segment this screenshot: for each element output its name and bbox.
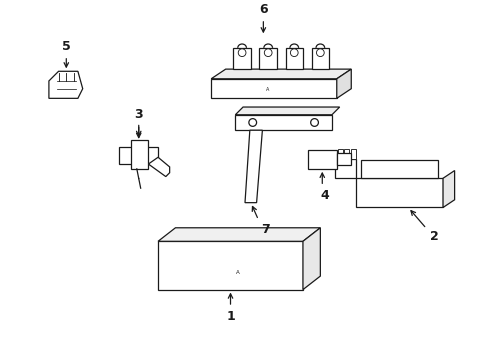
Bar — [120, 147, 158, 164]
Bar — [233, 48, 251, 69]
Bar — [308, 149, 337, 169]
Circle shape — [264, 49, 272, 57]
Polygon shape — [235, 107, 340, 115]
Text: A: A — [266, 87, 270, 92]
Bar — [235, 115, 332, 130]
Polygon shape — [443, 171, 455, 207]
Bar — [344, 149, 349, 159]
Bar — [337, 153, 351, 165]
Circle shape — [249, 119, 257, 126]
Bar — [351, 149, 356, 159]
Circle shape — [311, 119, 319, 126]
Bar — [131, 140, 148, 169]
Bar — [356, 178, 443, 207]
Text: 2: 2 — [430, 230, 439, 243]
Text: 6: 6 — [259, 3, 268, 16]
Text: 7: 7 — [261, 223, 270, 236]
Bar — [335, 159, 356, 178]
Polygon shape — [303, 228, 320, 289]
Bar — [338, 149, 343, 159]
Text: 4: 4 — [321, 189, 330, 202]
Circle shape — [238, 49, 246, 57]
Polygon shape — [211, 69, 351, 79]
Text: 3: 3 — [134, 108, 143, 121]
Polygon shape — [49, 71, 83, 98]
Bar — [260, 48, 277, 69]
Text: A: A — [236, 270, 240, 275]
Bar — [361, 160, 438, 178]
Text: 1: 1 — [226, 310, 235, 323]
Polygon shape — [337, 69, 351, 98]
Bar — [158, 241, 303, 289]
Circle shape — [291, 49, 298, 57]
Circle shape — [317, 49, 324, 57]
Polygon shape — [158, 228, 320, 241]
Polygon shape — [245, 130, 262, 203]
Polygon shape — [148, 157, 170, 177]
Text: 5: 5 — [62, 40, 71, 53]
Bar — [211, 79, 337, 98]
Bar — [286, 48, 303, 69]
Bar — [312, 48, 329, 69]
